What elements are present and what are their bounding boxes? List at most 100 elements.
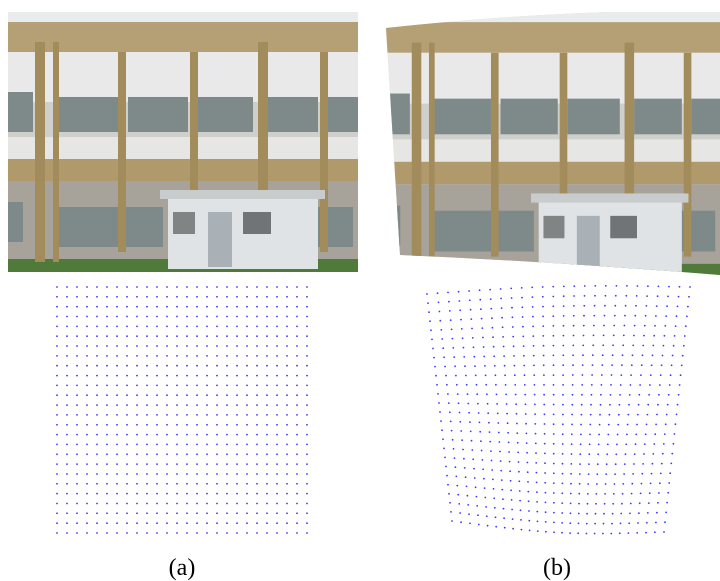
grid-dot — [56, 512, 58, 514]
grid-dot — [276, 335, 278, 337]
grid-dot — [650, 483, 652, 485]
grid-dot — [286, 414, 288, 416]
grid-dot — [573, 305, 575, 307]
grid-dot — [126, 493, 128, 495]
grid-dot — [635, 443, 637, 445]
grid-dot — [136, 355, 138, 357]
grid-dot — [509, 461, 511, 463]
grid-dot — [306, 306, 308, 308]
grid-dot — [582, 354, 584, 356]
grid-dot — [256, 385, 258, 387]
grid-dot — [686, 316, 688, 318]
grid-dot — [536, 472, 538, 474]
grid-dot — [96, 404, 98, 406]
grid-dot — [461, 439, 463, 441]
grid-dot — [563, 286, 565, 288]
grid-dot — [652, 355, 654, 357]
grid-dot — [537, 521, 539, 523]
grid-dot — [76, 463, 78, 465]
grid-dot — [166, 414, 168, 416]
grid-dot — [136, 483, 138, 485]
grid-dot — [86, 345, 88, 347]
grid-dot — [467, 495, 469, 497]
grid-dot — [438, 302, 440, 304]
grid-dot — [579, 463, 581, 465]
grid-dot — [206, 414, 208, 416]
grid-dot — [562, 374, 564, 376]
grid-dot — [296, 512, 298, 514]
grid-dot — [655, 424, 657, 426]
grid-dot — [474, 477, 476, 479]
grid-dot — [66, 355, 68, 357]
grid-dot — [126, 404, 128, 406]
grid-dot — [598, 444, 600, 446]
grid-dot — [126, 355, 128, 357]
grid-dot — [615, 295, 617, 297]
grid-dot — [136, 453, 138, 455]
grid-dot — [474, 365, 476, 367]
grid-dot — [500, 298, 502, 300]
grid-dot — [96, 355, 98, 357]
grid-dot — [609, 414, 611, 416]
grid-dot — [76, 375, 78, 377]
grid-dot — [657, 404, 659, 406]
grid-dot — [136, 316, 138, 318]
grid-dot — [553, 463, 555, 465]
grid-dot — [96, 306, 98, 308]
grid-dot — [535, 433, 537, 435]
grid-dot — [451, 520, 453, 522]
grid-dot — [510, 489, 512, 491]
grid-dot — [96, 434, 98, 436]
grid-dot — [652, 463, 654, 465]
grid-dot — [636, 424, 638, 426]
grid-dot — [605, 295, 607, 297]
grid-dot — [266, 345, 268, 347]
grid-dot — [562, 404, 564, 406]
grid-dot — [656, 414, 658, 416]
grid-dot — [236, 355, 238, 357]
grid-dot — [236, 532, 238, 534]
grid-dot — [296, 532, 298, 534]
grid-dot — [504, 365, 506, 367]
grid-dot — [256, 306, 258, 308]
grid-dot — [442, 347, 444, 349]
grid-dot — [106, 296, 108, 298]
grid-dot — [518, 461, 520, 463]
grid-dot — [216, 316, 218, 318]
grid-dot — [523, 345, 525, 347]
grid-dot — [296, 414, 298, 416]
grid-dot — [638, 512, 640, 514]
grid-dot — [136, 306, 138, 308]
grid-dot — [216, 414, 218, 416]
grid-dot — [106, 414, 108, 416]
grid-dot — [196, 345, 198, 347]
grid-dot — [216, 532, 218, 534]
grid-dot — [581, 414, 583, 416]
grid-dot — [522, 326, 524, 328]
grid-dot — [96, 522, 98, 524]
grid-dot — [659, 482, 661, 484]
grid-dot — [76, 385, 78, 387]
grid-dot — [688, 296, 690, 298]
grid-dot — [680, 374, 682, 376]
grid-dot — [578, 503, 580, 505]
grid-dot — [206, 434, 208, 436]
grid-dot — [106, 512, 108, 514]
grid-dot — [503, 355, 505, 357]
grid-dot — [216, 453, 218, 455]
grid-dot — [604, 493, 606, 495]
grid-dot — [116, 296, 118, 298]
grid-dot — [511, 509, 513, 511]
grid-dot — [236, 434, 238, 436]
grid-dot — [631, 493, 633, 495]
grid-dot — [654, 433, 656, 435]
grid-dot — [226, 375, 228, 377]
grid-dot — [166, 404, 168, 406]
grid-dot — [452, 439, 454, 441]
grid-dot — [580, 443, 582, 445]
grid-dot — [76, 306, 78, 308]
grid-dot — [296, 306, 298, 308]
grid-dot — [256, 434, 258, 436]
grid-dot — [176, 522, 178, 524]
grid-dot — [532, 306, 534, 308]
